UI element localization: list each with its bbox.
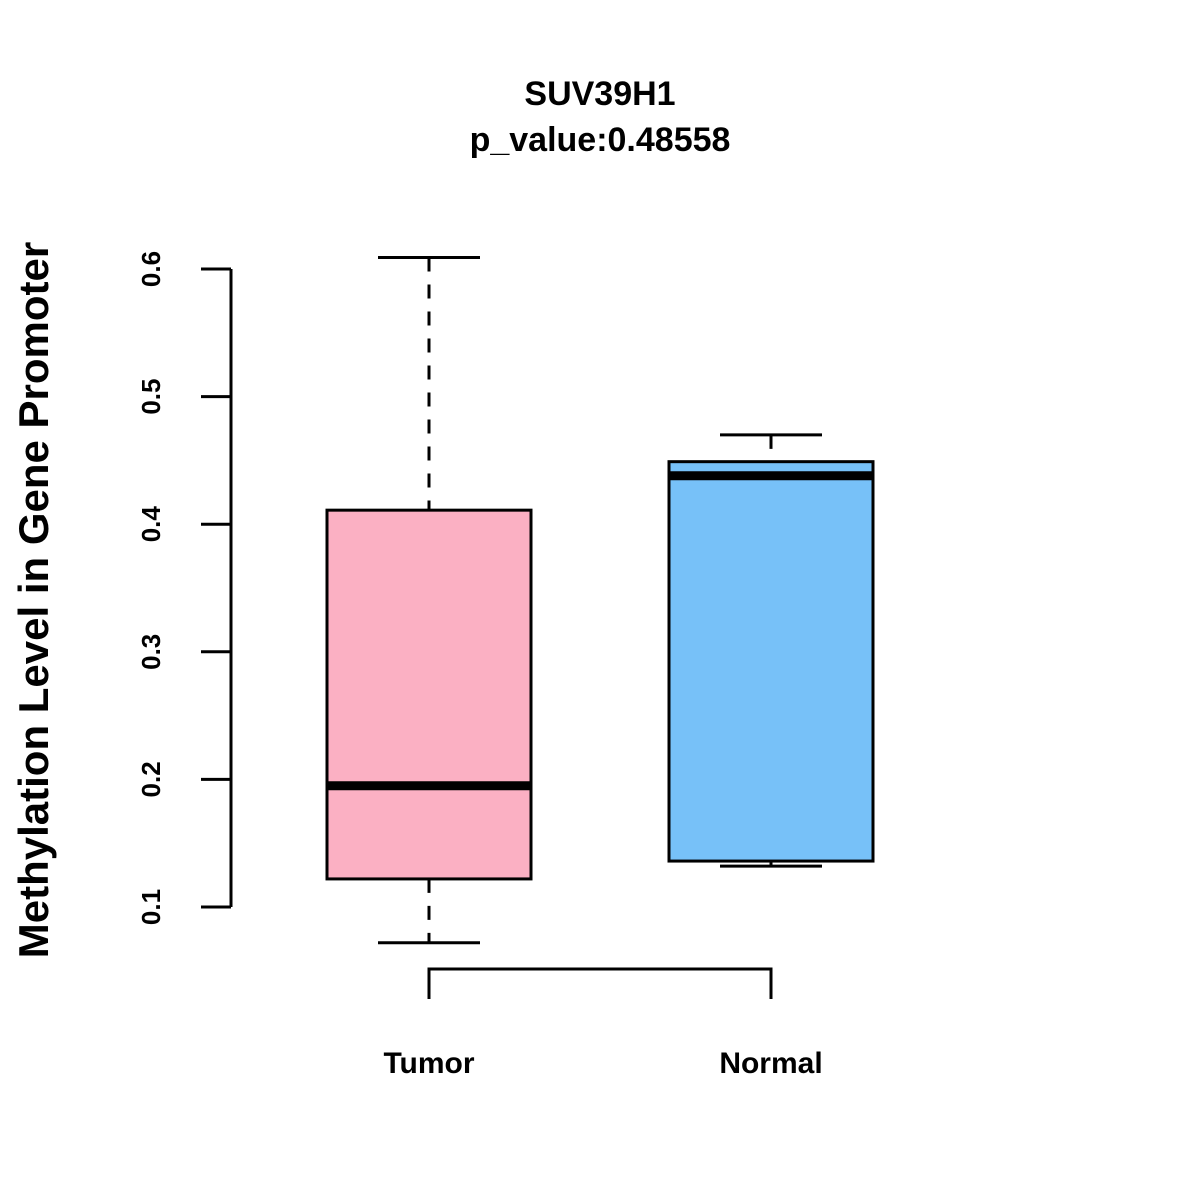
y-tick-label: 0.1 xyxy=(136,889,166,925)
box-group xyxy=(325,256,875,945)
y-axis-label: Methylation Level in Gene Promoter xyxy=(10,242,57,958)
y-tick-label: 0.5 xyxy=(136,379,166,415)
y-tick-label: 0.4 xyxy=(136,506,166,543)
x-category-label: Normal xyxy=(719,1047,822,1080)
x-category-label: Tumor xyxy=(383,1047,474,1080)
y-tick-label: 0.3 xyxy=(136,634,166,670)
box-normal xyxy=(667,433,875,868)
box-tumor xyxy=(325,256,533,945)
y-tick-label: 0.6 xyxy=(136,251,166,287)
box-iqr xyxy=(325,508,533,881)
box-iqr xyxy=(667,460,875,863)
y-axis: 0.1 0.2 0.3 0.4 0.5 0.6 xyxy=(136,251,233,925)
x-category-labels: Tumor Normal xyxy=(383,1047,822,1080)
chart-subtitle: p_value:0.48558 xyxy=(470,121,731,159)
chart-title: SUV39H1 xyxy=(524,75,675,113)
bracket-line xyxy=(427,967,773,999)
comparison-bracket xyxy=(427,967,773,999)
y-tick-label: 0.2 xyxy=(136,761,166,797)
